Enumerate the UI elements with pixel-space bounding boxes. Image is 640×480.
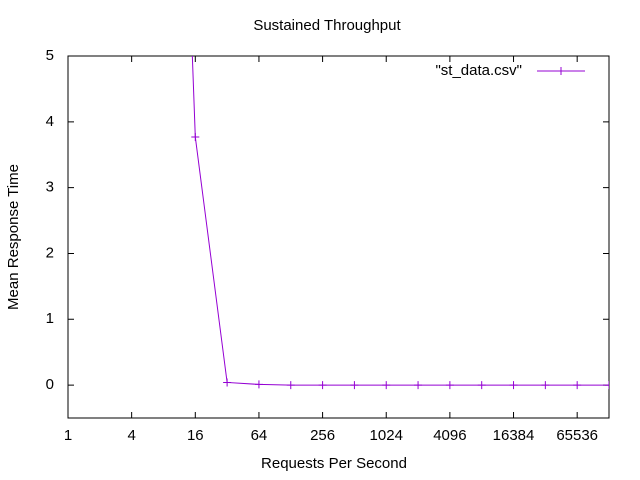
data-point (445, 381, 454, 390)
x-tick-label: 65536 (556, 427, 598, 444)
x-tick-label: 4096 (433, 427, 466, 444)
legend-label: "st_data.csv" (435, 62, 522, 79)
y-tick-label: 0 (46, 376, 54, 393)
data-point (286, 381, 295, 390)
y-tick-label: 2 (46, 244, 54, 261)
data-point (382, 381, 391, 390)
y-tick-label: 5 (46, 47, 54, 64)
data-point (541, 381, 550, 390)
data-point (318, 381, 327, 390)
data-point (605, 381, 609, 390)
data-point (477, 381, 486, 390)
x-tick-label: 16 (187, 427, 204, 444)
data-point (254, 380, 263, 389)
plot-area (191, 56, 609, 390)
x-tick-label: 256 (310, 427, 335, 444)
x-tick-label: 4 (127, 427, 135, 444)
legend-marker (557, 67, 565, 75)
x-tick-label: 64 (251, 427, 268, 444)
data-point (191, 132, 200, 141)
data-point (350, 381, 359, 390)
chart-title: Sustained Throughput (253, 17, 401, 34)
x-tick-label: 1 (64, 427, 72, 444)
y-tick-label: 4 (46, 113, 54, 130)
data-point (573, 381, 582, 390)
x-tick-label: 1024 (370, 427, 403, 444)
data-point (223, 378, 232, 387)
y-tick-label: 3 (46, 179, 54, 196)
y-axis-label: Mean Response Time (5, 164, 22, 310)
y-tick-label: 1 (46, 310, 54, 327)
x-axis-label: Requests Per Second (261, 455, 407, 472)
x-tick-label: 16384 (493, 427, 535, 444)
plot-frame (67, 55, 610, 419)
data-point (509, 381, 518, 390)
data-point (414, 381, 423, 390)
